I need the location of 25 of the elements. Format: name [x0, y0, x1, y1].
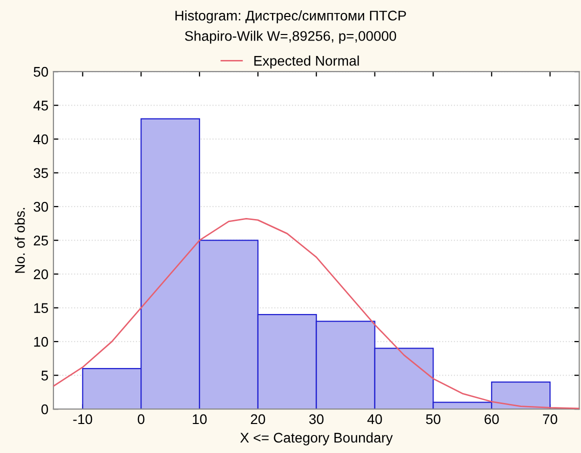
y-tick-label: 0	[41, 404, 48, 414]
legend-label: Expected Normal	[254, 56, 359, 68]
chart-subtitle: Shapiro-Wilk W=,89256, p=,00000	[184, 30, 396, 44]
x-tick-label: 70	[543, 414, 558, 424]
y-tick-label: 10	[34, 336, 48, 347]
x-tick-label: 20	[250, 414, 266, 424]
y-tick-label: 40	[33, 134, 48, 144]
x-tick-label: -10	[73, 414, 92, 424]
y-tick-label: 45	[33, 100, 48, 110]
x-tick-label: 10	[192, 414, 207, 424]
y-tick-label: 50	[34, 66, 48, 77]
y-tick-label: 35	[34, 168, 48, 178]
x-tick-label: 0	[138, 414, 144, 424]
x-tick-label: 60	[484, 414, 499, 424]
x-tick-label: 50	[426, 414, 440, 424]
y-axis-title: No. of obs.	[14, 208, 25, 273]
y-tick-label: 20	[34, 269, 48, 280]
y-tick-label: 30	[34, 202, 48, 212]
chart-title: Histogram: Дистрес/симптоми ПТСР	[175, 10, 406, 24]
y-tick-label: 5	[41, 370, 48, 380]
x-tick-label: 30	[309, 414, 324, 424]
x-tick-label: 40	[367, 414, 382, 424]
y-tick-label: 25	[34, 236, 48, 246]
x-axis-title: X <= Category Boundary	[240, 432, 393, 446]
y-tick-label: 15	[34, 303, 48, 313]
